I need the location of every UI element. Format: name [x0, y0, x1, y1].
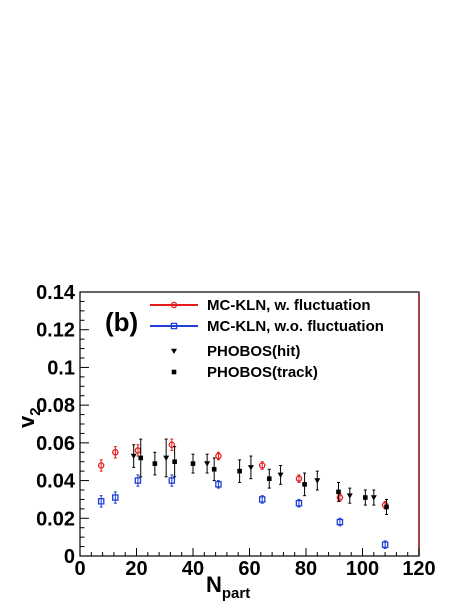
data-point [381, 541, 389, 548]
x-tick-label: 80 [295, 558, 317, 580]
data-marks [97, 438, 389, 549]
data-point [295, 499, 303, 507]
data-point [152, 461, 158, 466]
y-tick-label: 0 [64, 546, 75, 568]
y-tick-label: 0.1 [47, 357, 75, 379]
data-point [314, 478, 321, 484]
data-point [190, 461, 196, 466]
x-axis-title-main: N [206, 572, 222, 597]
data-point [215, 481, 222, 488]
y-axis-title: v2 [14, 407, 44, 428]
legend-marker [171, 348, 177, 354]
x-tick-label: 100 [346, 558, 379, 580]
series-3 [130, 438, 377, 506]
x-axis-title: Npart [206, 572, 250, 602]
legend-marker [171, 369, 177, 375]
legend-marker [170, 301, 178, 309]
y-axis-title-sub: 2 [27, 407, 44, 415]
data-point [211, 466, 217, 472]
data-point [168, 477, 176, 484]
y-tick-label: 0.04 [36, 471, 76, 493]
axis-ticks: 0 20 40 60 80 100 120 0 0.02 0.04 0.06 0.08 0.1 0.12 0… [36, 282, 436, 580]
series-1 [97, 438, 389, 510]
data-point [336, 489, 341, 495]
data-point [215, 452, 222, 460]
data-point [295, 475, 303, 482]
data-point [258, 496, 266, 503]
data-point [168, 441, 176, 448]
y-tick-label: 0.14 [36, 282, 76, 304]
data-point [302, 482, 307, 487]
legend-entry-2: MC-KLN, w.o. fluctuation [150, 318, 384, 335]
data-point [336, 494, 344, 501]
legend: MC-KLN, w. fluctuation MC-KLN, w.o. fluct… [150, 297, 384, 381]
data-point [363, 495, 368, 500]
x-tick-label: 40 [182, 558, 204, 580]
data-point [134, 477, 142, 484]
data-point [346, 493, 353, 499]
data-point [336, 518, 344, 526]
data-point [258, 462, 266, 469]
legend-entry-1: MC-KLN, w. fluctuation [150, 297, 371, 314]
data-point [237, 468, 242, 474]
data-point [204, 461, 211, 467]
data-point [370, 495, 377, 501]
panel-label: (b) [105, 307, 138, 337]
legend-label: PHOBOS(hit) [207, 343, 300, 360]
legend-label: MC-KLN, w. fluctuation [207, 297, 371, 314]
y-axis-title-main: v [14, 415, 39, 428]
x-tick-label: 20 [125, 558, 147, 580]
data-point [277, 472, 284, 478]
y-tick-label: 0.06 [36, 433, 75, 455]
series-4 [138, 438, 389, 516]
data-point [163, 455, 170, 461]
data-point [384, 504, 389, 510]
y-tick-label: 0.12 [36, 320, 75, 342]
legend-label: MC-KLN, w.o. fluctuation [207, 318, 384, 335]
x-axis-title-sub: part [222, 585, 250, 602]
x-tick-label: 120 [402, 558, 435, 580]
data-point [266, 476, 272, 481]
legend-label: PHOBOS(track) [207, 364, 318, 381]
legend-entry-3: PHOBOS(hit) [171, 343, 300, 360]
data-point [97, 498, 105, 505]
data-point [172, 459, 177, 465]
series-2 [97, 474, 389, 549]
data-point [112, 494, 119, 501]
data-point [138, 455, 144, 461]
data-point [112, 449, 119, 456]
data-point [247, 465, 254, 471]
legend-marker [170, 322, 178, 330]
legend-entry-4: PHOBOS(track) [171, 364, 318, 381]
y-tick-label: 0.08 [36, 395, 75, 417]
data-point [130, 453, 137, 460]
data-point [97, 462, 105, 469]
y-tick-label: 0.02 [36, 508, 75, 530]
x-tick-label: 0 [74, 558, 85, 580]
x-tick-label: 60 [238, 558, 260, 580]
